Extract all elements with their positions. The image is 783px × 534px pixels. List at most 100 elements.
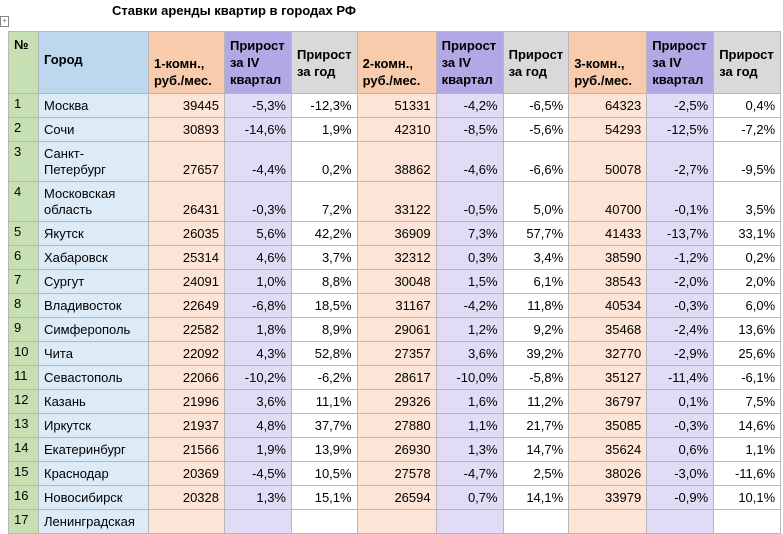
cell-growth-y-3room[interactable]: 33,1% (713, 221, 782, 246)
cell-growth-q-1room[interactable]: 4,3% (224, 341, 292, 366)
cell-growth-y-2room[interactable]: 11,8% (502, 293, 570, 318)
cell-growth-y-2room[interactable]: 14,7% (502, 437, 570, 462)
cell-growth-y-3room[interactable]: -9,5% (713, 141, 782, 182)
cell-growth-q-1room[interactable]: 1,3% (224, 485, 292, 510)
cell-growth-q-3room[interactable]: -12,5% (646, 117, 715, 142)
cell-no[interactable]: 2 (8, 117, 39, 142)
cell-no[interactable]: 6 (8, 245, 39, 270)
cell-price-1room[interactable]: 24091 (148, 269, 225, 294)
cell-city[interactable]: Севастополь (38, 365, 149, 390)
cell-price-2room[interactable]: 27578 (356, 461, 437, 486)
cell-growth-q-1room[interactable] (224, 509, 292, 534)
cell-growth-y-3room[interactable]: 2,0% (713, 269, 782, 294)
cell-growth-y-1room[interactable]: 18,5% (291, 293, 358, 318)
cell-price-3room[interactable]: 54293 (568, 117, 648, 142)
cell-growth-y-3room[interactable]: 1,1% (713, 437, 782, 462)
cell-growth-q-1room[interactable]: 3,6% (224, 389, 292, 414)
cell-no[interactable]: 7 (8, 269, 39, 294)
cell-growth-y-2room[interactable]: 2,5% (502, 461, 570, 486)
cell-growth-q-2room[interactable]: 1,6% (435, 389, 504, 414)
cell-growth-q-2room[interactable]: -0,5% (435, 181, 504, 222)
cell-no[interactable]: 10 (8, 341, 39, 366)
cell-price-1room[interactable]: 39445 (148, 93, 225, 118)
cell-price-2room[interactable]: 26930 (356, 437, 437, 462)
cell-growth-q-1room[interactable]: 5,6% (224, 221, 292, 246)
cell-price-2room[interactable]: 38862 (356, 141, 437, 182)
cell-growth-q-2room[interactable]: 1,3% (435, 437, 504, 462)
cell-growth-q-3room[interactable]: -13,7% (646, 221, 715, 246)
cell-growth-q-1room[interactable]: -5,3% (224, 93, 292, 118)
cell-growth-y-1room[interactable]: -6,2% (291, 365, 358, 390)
cell-price-3room[interactable]: 38590 (568, 245, 648, 270)
cell-price-3room[interactable]: 35085 (568, 413, 648, 438)
cell-price-2room[interactable]: 30048 (356, 269, 437, 294)
cell-no[interactable]: 5 (8, 221, 39, 246)
cell-price-3room[interactable]: 35127 (568, 365, 648, 390)
cell-price-1room[interactable]: 27657 (148, 141, 225, 182)
cell-growth-q-3room[interactable]: -0,9% (646, 485, 715, 510)
cell-growth-y-2room[interactable]: 14,1% (502, 485, 570, 510)
cell-growth-q-3room[interactable]: -0,3% (646, 293, 715, 318)
cell-city[interactable]: Чита (38, 341, 149, 366)
cell-growth-q-3room[interactable]: -2,9% (646, 341, 715, 366)
cell-city[interactable]: Симферополь (38, 317, 149, 342)
cell-growth-y-3room[interactable]: 14,6% (713, 413, 782, 438)
cell-growth-q-3room[interactable]: -1,2% (646, 245, 715, 270)
cell-growth-y-2room[interactable]: 5,0% (502, 181, 570, 222)
cell-growth-y-2room[interactable]: 9,2% (502, 317, 570, 342)
cell-price-2room[interactable]: 31167 (356, 293, 437, 318)
cell-price-3room[interactable]: 50078 (568, 141, 648, 182)
cell-city[interactable]: Краснодар (38, 461, 149, 486)
cell-price-2room[interactable]: 27880 (356, 413, 437, 438)
header-growth-q-1room[interactable]: Прирост за IV квартал (224, 31, 292, 94)
cell-price-1room[interactable]: 20328 (148, 485, 225, 510)
cell-growth-q-2room[interactable] (435, 509, 504, 534)
cell-city[interactable]: Ленинградская (38, 509, 149, 534)
cell-growth-q-1room[interactable]: -10,2% (224, 365, 292, 390)
cell-city[interactable]: Якутск (38, 221, 149, 246)
cell-growth-q-1room[interactable]: -4,5% (224, 461, 292, 486)
cell-city[interactable]: Екатеринбург (38, 437, 149, 462)
cell-price-2room[interactable] (356, 509, 437, 534)
cell-price-3room[interactable]: 35624 (568, 437, 648, 462)
cell-price-1room[interactable]: 22649 (148, 293, 225, 318)
cell-no[interactable]: 12 (8, 389, 39, 414)
cell-no[interactable]: 11 (8, 365, 39, 390)
cell-growth-y-1room[interactable]: 42,2% (291, 221, 358, 246)
cell-price-2room[interactable]: 51331 (356, 93, 437, 118)
cell-growth-y-3room[interactable]: 25,6% (713, 341, 782, 366)
cell-price-1room[interactable]: 22582 (148, 317, 225, 342)
cell-no[interactable]: 8 (8, 293, 39, 318)
cell-growth-y-3room[interactable]: -11,6% (713, 461, 782, 486)
cell-city[interactable]: Санкт-Петербург (38, 141, 149, 182)
cell-city[interactable]: Владивосток (38, 293, 149, 318)
cell-price-1room[interactable]: 30893 (148, 117, 225, 142)
cell-growth-q-2room[interactable]: 1,2% (435, 317, 504, 342)
header-no[interactable]: № (8, 31, 39, 94)
cell-no[interactable]: 17 (8, 509, 39, 534)
header-growth-y-3room[interactable]: Прирост за год (713, 31, 782, 94)
cell-growth-y-2room[interactable]: -6,5% (502, 93, 570, 118)
header-city[interactable]: Город (38, 31, 149, 94)
cell-no[interactable]: 15 (8, 461, 39, 486)
header-price-1room[interactable]: 1-комн., руб./мес. (148, 31, 225, 94)
cell-growth-q-1room[interactable]: -6,8% (224, 293, 292, 318)
cell-price-2room[interactable]: 28617 (356, 365, 437, 390)
cell-city[interactable]: Казань (38, 389, 149, 414)
cell-price-1room[interactable]: 21937 (148, 413, 225, 438)
cell-growth-q-2room[interactable]: 0,3% (435, 245, 504, 270)
cell-growth-q-3room[interactable] (646, 509, 715, 534)
expand-handle-icon[interactable]: + (0, 16, 9, 27)
cell-growth-q-1room[interactable]: -14,6% (224, 117, 292, 142)
cell-growth-y-1room[interactable]: 15,1% (291, 485, 358, 510)
cell-growth-q-2room[interactable]: -10,0% (435, 365, 504, 390)
cell-price-3room[interactable]: 38026 (568, 461, 648, 486)
cell-growth-y-2room[interactable]: -5,6% (502, 117, 570, 142)
cell-price-3room[interactable]: 38543 (568, 269, 648, 294)
cell-no[interactable]: 3 (8, 141, 39, 182)
cell-price-1room[interactable]: 20369 (148, 461, 225, 486)
cell-price-1room[interactable]: 25314 (148, 245, 225, 270)
cell-growth-y-2room[interactable]: 21,7% (502, 413, 570, 438)
cell-growth-q-2room[interactable]: -8,5% (435, 117, 504, 142)
cell-growth-y-1room[interactable]: 52,8% (291, 341, 358, 366)
